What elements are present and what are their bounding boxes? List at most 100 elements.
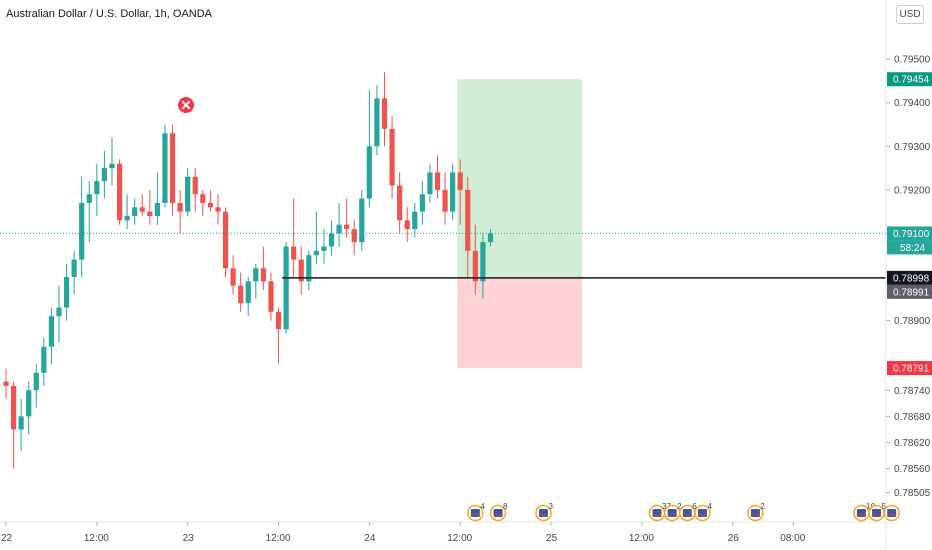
event-marker: 8 <box>489 502 508 522</box>
candle <box>472 224 478 295</box>
candle <box>200 189 206 217</box>
candle-body <box>3 381 9 386</box>
time-tick-label: 24 <box>364 533 376 544</box>
event-count: 2 <box>760 502 765 511</box>
candle <box>238 272 244 312</box>
candle-body <box>147 211 153 217</box>
candle <box>177 189 183 234</box>
candle <box>169 124 176 217</box>
price-tick-label: 0.78620 <box>894 438 931 449</box>
alert-marker[interactable] <box>178 97 194 113</box>
candle <box>336 202 342 247</box>
event-marker <box>883 504 900 522</box>
candle <box>487 229 494 247</box>
candle <box>351 220 357 256</box>
candle <box>298 246 304 295</box>
time-tick-label: 23 <box>183 533 195 544</box>
candle-body <box>207 202 213 208</box>
close-price-tag <box>887 284 932 299</box>
candle-body <box>139 207 145 212</box>
candle <box>147 189 153 225</box>
candle <box>412 202 418 238</box>
candle <box>389 115 395 199</box>
profit-zone <box>457 79 583 278</box>
event-flag-fill <box>493 509 503 517</box>
target-price-tag-label: 0.79454 <box>893 75 930 86</box>
candle <box>397 172 403 234</box>
price-tick-label: 0.78740 <box>894 386 931 397</box>
currency-button[interactable]: USD <box>896 5 924 24</box>
event-count: 8 <box>503 502 508 511</box>
event-count: 2 <box>677 502 682 511</box>
candle <box>154 172 160 225</box>
candle <box>10 381 17 469</box>
candle <box>86 181 92 243</box>
candle <box>313 211 319 264</box>
candle-body <box>404 220 410 230</box>
target-price-tag <box>887 72 932 87</box>
candle-body <box>275 311 282 330</box>
candle-body <box>169 133 176 203</box>
entry-price-tag <box>887 270 932 285</box>
event-marker: 3 <box>535 502 553 522</box>
candle <box>18 398 24 452</box>
candle <box>465 176 471 277</box>
candle-body <box>41 346 47 373</box>
price-price-tag-label: 0.79100 <box>893 229 930 240</box>
candle <box>116 159 123 225</box>
candle-body <box>71 259 77 277</box>
candle-body <box>465 189 471 251</box>
candle <box>381 72 388 147</box>
candle-body <box>359 198 365 243</box>
candle <box>404 207 410 243</box>
candle <box>71 250 77 295</box>
candle-body <box>154 202 160 217</box>
candle-body <box>344 224 350 230</box>
candle <box>132 198 138 225</box>
event-count: 5 <box>882 502 887 511</box>
candle-body <box>124 216 130 221</box>
candle-body <box>442 189 448 212</box>
event-count: 37 <box>662 502 671 511</box>
candle-body <box>185 176 191 212</box>
time-tick-label: 12:00 <box>84 533 109 544</box>
candle-body <box>192 176 198 195</box>
countdown-label: 58:24 <box>900 243 925 254</box>
candle-body <box>101 168 108 182</box>
candle-body <box>381 98 388 129</box>
event-marker: 2 <box>747 502 765 522</box>
candle-body <box>450 172 456 212</box>
time-tick-label: 12:00 <box>629 533 654 544</box>
candle <box>94 163 100 217</box>
candle <box>450 163 456 221</box>
price-tick-label: 0.78560 <box>894 464 931 475</box>
event-flag-fill <box>856 509 866 517</box>
candle-body <box>366 146 372 199</box>
candle-body <box>56 307 62 317</box>
candle <box>109 137 115 186</box>
candle <box>359 189 365 251</box>
stop-price-tag <box>887 361 932 376</box>
candle <box>56 285 62 343</box>
event-flag-fill <box>872 509 882 517</box>
time-tick-label: 12:00 <box>266 533 291 544</box>
candle <box>207 189 213 212</box>
candle-body <box>116 163 123 221</box>
candle <box>63 263 70 321</box>
candle <box>374 85 380 156</box>
stop-price-tag-label: 0.78791 <box>893 364 930 375</box>
candle-body <box>245 281 251 304</box>
price-price-tag <box>887 226 932 241</box>
candle <box>26 381 32 434</box>
candle-body <box>427 172 433 195</box>
candle-body <box>268 281 274 312</box>
candle <box>419 181 425 225</box>
candle <box>101 150 108 199</box>
candle <box>124 194 130 230</box>
price-axis[interactable]: 0.79500 0.79400 0.79300 0.79200 0.79100 0.789… <box>885 0 932 550</box>
time-axis[interactable]: 22 12:00 23 12:00 24 12:00 25 12:00 26 08:00 <box>0 521 886 544</box>
candle-body <box>79 202 85 260</box>
price-tick-label: 0.78680 <box>894 412 931 423</box>
candle <box>79 176 85 277</box>
